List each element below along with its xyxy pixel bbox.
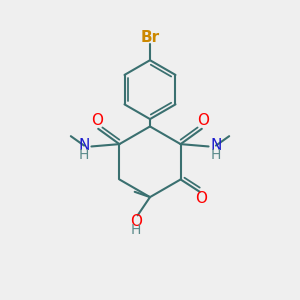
Text: O: O <box>91 113 103 128</box>
Text: H: H <box>131 223 141 237</box>
Text: H: H <box>79 148 89 162</box>
Text: N: N <box>210 138 222 153</box>
Text: O: O <box>195 191 207 206</box>
Text: O: O <box>197 113 209 128</box>
Text: H: H <box>211 148 221 162</box>
Text: Br: Br <box>140 30 160 45</box>
Text: O: O <box>130 214 142 229</box>
Text: N: N <box>78 138 90 153</box>
